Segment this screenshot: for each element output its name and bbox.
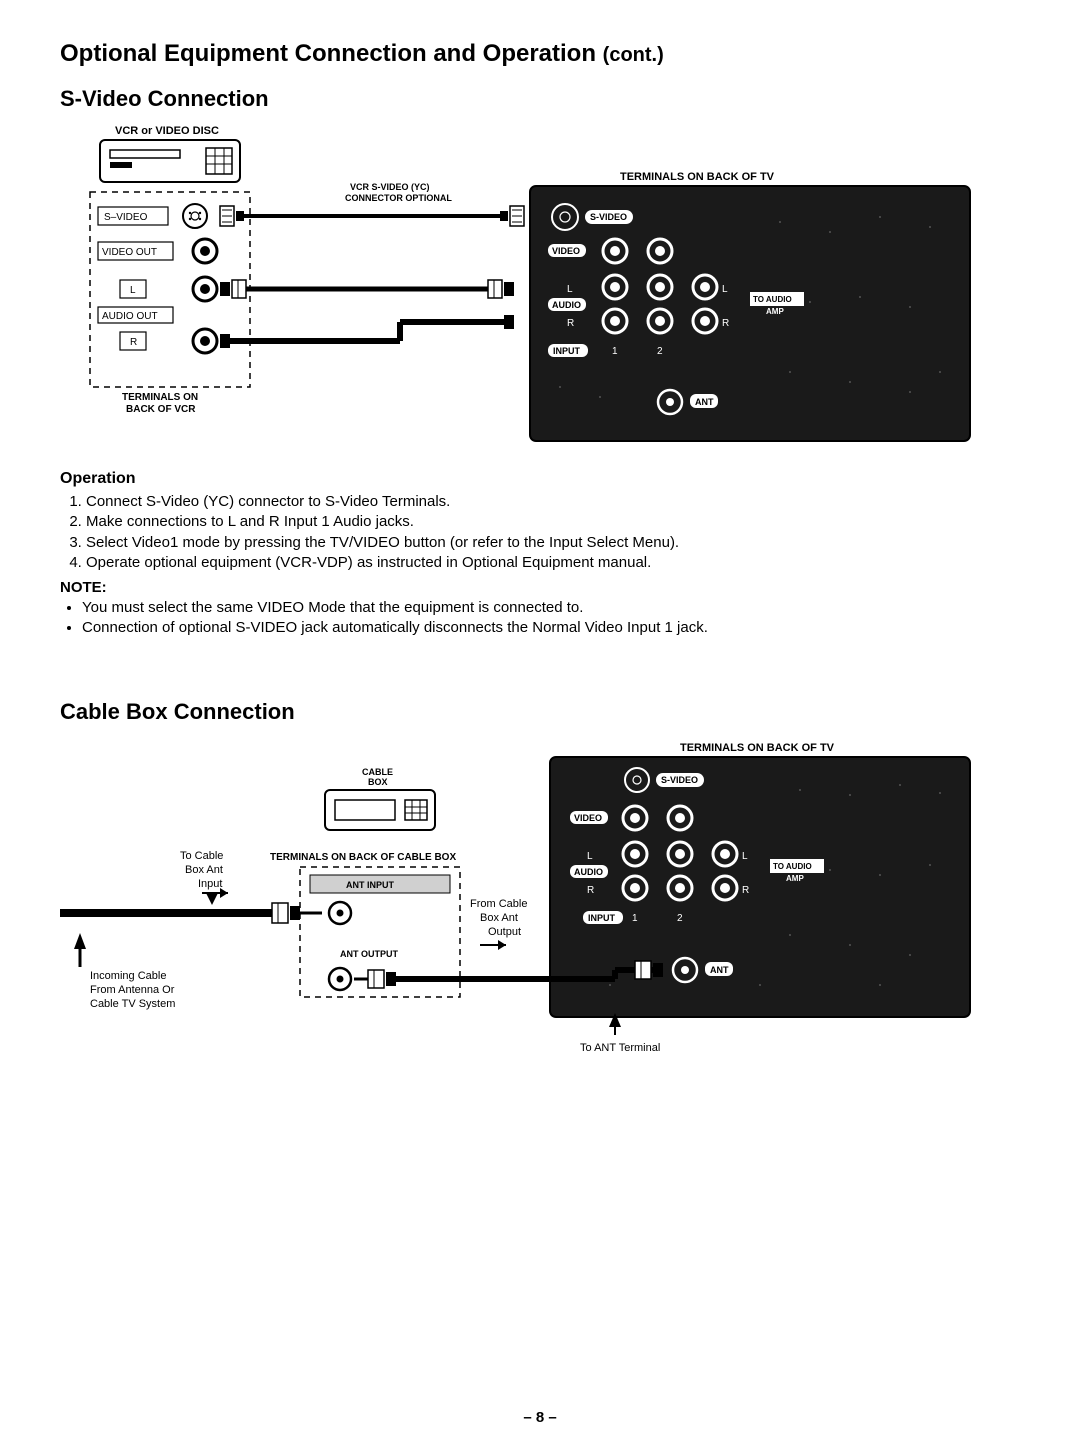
vcr-audioout-label: AUDIO OUT <box>102 311 158 322</box>
tv-l2-label: L <box>722 284 728 295</box>
cb-tocable1: To Cable <box>180 850 223 862</box>
sv-yc-label2: CONNECTOR OPTIONAL <box>345 193 452 203</box>
main-title-cont: (cont.) <box>603 44 664 66</box>
tv-panel-caption: TERMINALS ON BACK OF TV <box>620 171 775 183</box>
cablebox-section: Cable Box Connection TERMINALS ON BACK O… <box>60 699 1020 1075</box>
cb-tv-ant: ANT <box>710 965 729 975</box>
cb-incoming2: From Antenna Or <box>90 984 175 996</box>
note-item: Connection of optional S-VIDEO jack auto… <box>82 618 1020 638</box>
cb-box-label2: BOX <box>368 777 388 787</box>
note-heading: NOTE: <box>60 579 1020 596</box>
tv-input1: 1 <box>612 346 618 357</box>
cablebox-section-title: Cable Box Connection <box>60 699 1020 725</box>
cb-tv-r: R <box>587 885 594 896</box>
cb-tv-r2: R <box>742 885 749 896</box>
tv-r-label: R <box>567 318 574 329</box>
tv-r2-label: R <box>722 318 729 329</box>
vcr-label: VCR or VIDEO DISC <box>115 125 219 137</box>
op-step: Connect S-Video (YC) connector to S-Vide… <box>86 492 1020 512</box>
cb-tv-panel-caption: TERMINALS ON BACK OF TV <box>680 742 835 754</box>
svideo-diagram: VCR or VIDEO DISC S–VIDEO VIDEO OUT <box>60 122 1020 452</box>
vcr-term-cap1: TERMINALS ON <box>122 392 198 403</box>
page: Optional Equipment Connection and Operat… <box>0 0 1080 1446</box>
vcr-l-label: L <box>130 285 136 296</box>
cb-incoming1: Incoming Cable <box>90 970 166 982</box>
op-step: Operate optional equipment (VCR-VDP) as … <box>86 553 1020 573</box>
cb-incoming3: Cable TV System <box>90 998 175 1010</box>
cb-box-label1: CABLE <box>362 767 393 777</box>
cb-antoutput: ANT OUTPUT <box>340 949 398 959</box>
vcr-svideo-label: S–VIDEO <box>104 212 148 223</box>
vcr-videoout-label: VIDEO OUT <box>102 247 157 258</box>
cb-tocable2: Box Ant <box>185 864 223 876</box>
svideo-operation: Operation Connect S-Video (YC) connector… <box>60 470 1020 639</box>
cablebox-diagram: TERMINALS ON BACK OF TV S-VIDEO VIDEO L … <box>60 735 1020 1075</box>
note-list: You must select the same VIDEO Mode that… <box>60 598 1020 639</box>
main-title-text: Optional Equipment Connection and Operat… <box>60 40 596 67</box>
tv-input2: 2 <box>657 346 663 357</box>
cb-toant: To ANT Terminal <box>580 1042 660 1054</box>
op-step: Select Video1 mode by pressing the TV/VI… <box>86 533 1020 553</box>
tv-audio-label: AUDIO <box>552 300 581 310</box>
cb-antinput: ANT INPUT <box>346 880 394 890</box>
tv-amp-label1: TO AUDIO <box>753 295 792 304</box>
cb-tv-l2: L <box>742 851 748 862</box>
main-title: Optional Equipment Connection and Operat… <box>60 40 1020 68</box>
vcr-r-label: R <box>130 337 137 348</box>
tv-svideo-label: S-VIDEO <box>590 212 627 222</box>
cb-tv-amp1: TO AUDIO <box>773 862 812 871</box>
cb-fromcable1: From Cable <box>470 898 527 910</box>
cb-tv-l: L <box>587 851 593 862</box>
op-step: Make connections to L and R Input 1 Audi… <box>86 512 1020 532</box>
tv-ant-label: ANT <box>695 397 714 407</box>
cb-tv-svideo: S-VIDEO <box>661 775 698 785</box>
sv-yc-label1: VCR S-VIDEO (YC) <box>350 182 430 192</box>
operation-steps: Connect S-Video (YC) connector to S-Vide… <box>60 492 1020 573</box>
cb-term-caption: TERMINALS ON BACK OF CABLE BOX <box>270 852 456 863</box>
cb-fromcable3: Output <box>488 926 521 938</box>
svideo-section-title: S-Video Connection <box>60 86 1020 112</box>
tv-l-label: L <box>567 284 573 295</box>
cb-tv-input: INPUT <box>588 913 616 923</box>
note-item: You must select the same VIDEO Mode that… <box>82 598 1020 618</box>
cb-tv-input1: 1 <box>632 913 638 924</box>
cb-tocable3: Input <box>198 878 222 890</box>
cb-tv-amp2: AMP <box>786 874 804 883</box>
tv-video-label: VIDEO <box>552 246 580 256</box>
cb-fromcable2: Box Ant <box>480 912 518 924</box>
cb-tv-audio: AUDIO <box>574 867 603 877</box>
operation-heading: Operation <box>60 470 1020 488</box>
page-number: – 8 – <box>0 1409 1080 1426</box>
tv-amp-label2: AMP <box>766 307 784 316</box>
tv-input-label: INPUT <box>553 346 581 356</box>
cb-tv-video: VIDEO <box>574 813 602 823</box>
cb-tv-input2: 2 <box>677 913 683 924</box>
vcr-term-cap2: BACK OF VCR <box>126 404 196 415</box>
